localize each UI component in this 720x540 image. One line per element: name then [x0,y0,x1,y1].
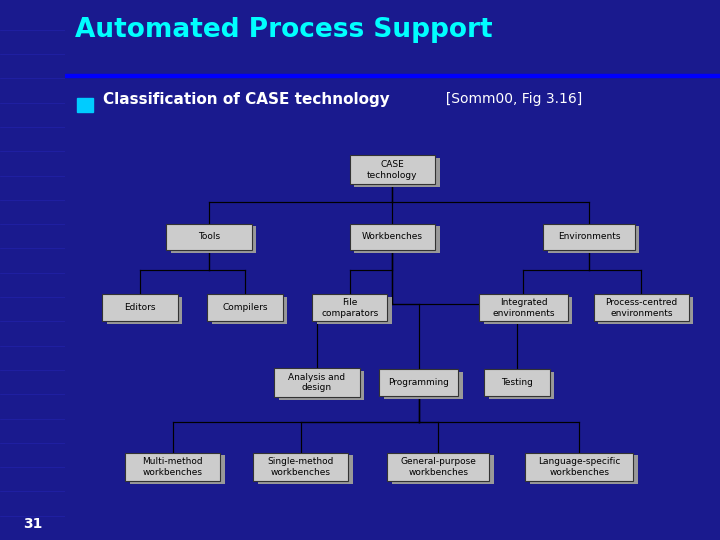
Text: Integrated
environments: Integrated environments [492,298,554,318]
FancyBboxPatch shape [525,453,633,481]
Text: Multi-method
workbenches: Multi-method workbenches [143,457,203,477]
FancyBboxPatch shape [489,372,554,399]
FancyBboxPatch shape [392,455,494,484]
FancyBboxPatch shape [530,455,638,484]
Bar [76,98,93,112]
FancyBboxPatch shape [350,224,435,251]
FancyBboxPatch shape [166,224,251,251]
FancyBboxPatch shape [384,372,462,399]
FancyBboxPatch shape [379,369,458,396]
Text: Compilers: Compilers [222,303,268,312]
FancyBboxPatch shape [258,455,353,484]
FancyBboxPatch shape [274,368,360,397]
FancyBboxPatch shape [212,297,287,324]
FancyBboxPatch shape [598,297,693,324]
FancyBboxPatch shape [317,297,392,324]
Text: CASE
technology: CASE technology [367,160,418,180]
FancyBboxPatch shape [207,294,283,321]
Text: 31: 31 [23,517,42,531]
FancyBboxPatch shape [387,453,489,481]
Bar [65,73,720,77]
FancyBboxPatch shape [279,371,364,400]
Text: Workbenches: Workbenches [362,232,423,241]
FancyBboxPatch shape [484,369,549,396]
FancyBboxPatch shape [253,453,348,481]
Text: Environments: Environments [558,232,620,241]
FancyBboxPatch shape [171,226,256,253]
Text: Language-specific
workbenches: Language-specific workbenches [538,457,621,477]
Text: Analysis and
design: Analysis and design [289,373,346,393]
FancyBboxPatch shape [350,156,435,184]
Text: General-purpose
workbenches: General-purpose workbenches [400,457,476,477]
Text: Single-method
workbenches: Single-method workbenches [268,457,334,477]
Text: File
comparators: File comparators [321,298,379,318]
FancyBboxPatch shape [484,297,572,324]
FancyBboxPatch shape [354,158,440,187]
Text: Automated Process Support: Automated Process Support [75,17,492,43]
Text: Classification of CASE technology: Classification of CASE technology [103,92,390,107]
FancyBboxPatch shape [594,294,689,321]
FancyBboxPatch shape [480,294,567,321]
FancyBboxPatch shape [107,297,182,324]
FancyBboxPatch shape [125,453,220,481]
Text: Tools: Tools [198,232,220,241]
FancyBboxPatch shape [354,226,440,253]
FancyBboxPatch shape [102,294,178,321]
FancyBboxPatch shape [130,455,225,484]
Text: [Somm00, Fig 3.16]: [Somm00, Fig 3.16] [437,92,582,106]
FancyBboxPatch shape [543,224,635,251]
Text: Editors: Editors [125,303,156,312]
Text: Testing: Testing [501,378,533,387]
Text: Programming: Programming [388,378,449,387]
FancyBboxPatch shape [312,294,387,321]
Text: Process-centred
environments: Process-centred environments [606,298,678,318]
FancyBboxPatch shape [548,226,639,253]
